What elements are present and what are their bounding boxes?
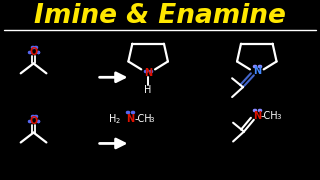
Text: Imine & Enamine: Imine & Enamine	[34, 3, 286, 29]
Text: H: H	[144, 85, 152, 95]
Text: 3: 3	[149, 117, 154, 123]
Text: -CH: -CH	[134, 114, 152, 124]
Text: -CH: -CH	[261, 111, 278, 121]
Text: N: N	[126, 114, 134, 124]
Text: O: O	[29, 47, 38, 57]
Text: O: O	[29, 116, 38, 126]
Text: N: N	[144, 68, 152, 78]
Text: N: N	[253, 66, 261, 76]
Text: 3: 3	[276, 114, 281, 120]
Text: H$_2$: H$_2$	[108, 112, 121, 126]
Text: N: N	[253, 111, 261, 121]
